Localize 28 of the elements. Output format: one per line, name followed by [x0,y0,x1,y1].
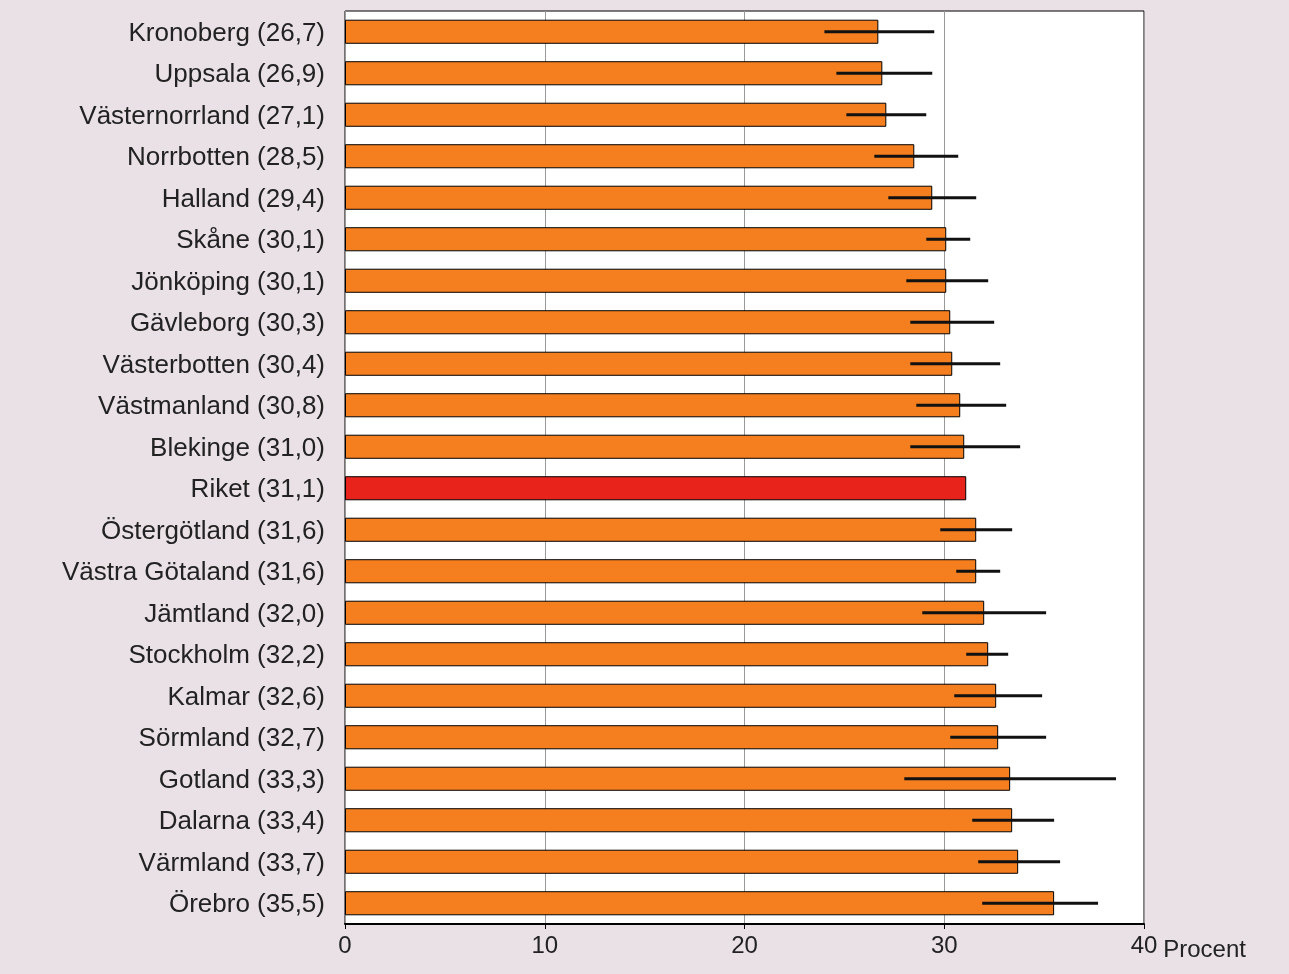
y-tick-label: Skåne (30,1) [176,224,325,255]
y-tick-label: Norrbotten (28,5) [127,141,325,172]
y-tick-label: Jönköping (30,1) [131,265,325,296]
y-tick-label: Västerbotten (30,4) [102,348,325,379]
y-tick-label: Jämtland (32,0) [144,597,325,628]
y-tick-label: Kalmar (32,6) [167,680,325,711]
y-tick-label: Stockholm (32,2) [128,639,325,670]
x-tick-label: 10 [531,930,559,958]
x-tick-label: 20 [731,930,758,958]
y-tick-label: Gotland (33,3) [158,763,325,794]
y-tick-label: Dalarna (33,4) [158,805,325,836]
y-tick-label: Blekinge (31,0) [150,431,325,462]
y-tick-label: Gävleborg (30,3) [129,307,325,338]
y-tick-label: Värmland (33,7) [138,846,325,877]
x-tick-label: 40 [1130,930,1158,958]
x-tick-label: 30 [930,930,958,958]
y-tick-label: Västernorrland (27,1) [79,99,325,130]
x-tick-label: 0 [338,930,352,958]
y-tick-label: Örebro (35,5) [168,888,325,919]
y-tick-label: Västmanland (30,8) [98,390,325,421]
y-tick-label: Sörmland (32,7) [138,722,325,753]
y-tick-label: Riket (31,1) [190,473,325,504]
y-tick-label: Halland (29,4) [161,182,325,213]
y-tick-label: Kronoberg (26,7) [128,16,325,47]
y-tick-label: Östergötland (31,6) [100,514,325,545]
x-axis-title: Procent [1163,934,1247,962]
y-tick-label: Västra Götaland (31,6) [61,556,325,587]
y-tick-label: Uppsala (26,9) [154,58,325,89]
